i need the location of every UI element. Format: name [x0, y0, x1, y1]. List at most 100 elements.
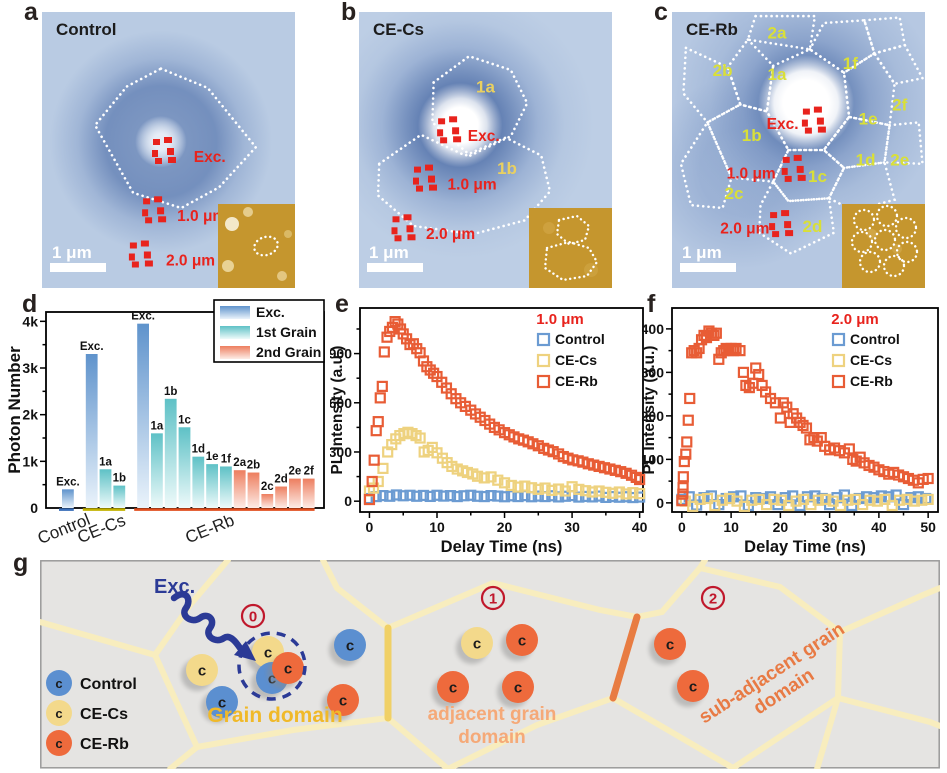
afm-grain-outline	[555, 214, 591, 246]
x-tick-label: 20	[773, 519, 789, 535]
grain-outline	[726, 37, 775, 114]
aperture-marker-label: Exc.	[194, 149, 226, 166]
y-tick-label: 600	[330, 395, 352, 411]
legend-swatch	[536, 332, 551, 347]
bar-value-label: 1c	[178, 414, 191, 426]
legend-label: CE-Rb	[555, 373, 598, 389]
grain-label: 1b	[742, 126, 762, 145]
region-number: 2	[709, 591, 717, 608]
panel-letter-a: a	[24, 0, 38, 26]
grain-label: 2c	[725, 184, 744, 203]
grain-boundary-highlight-orange	[609, 613, 641, 702]
grain-outline	[679, 119, 733, 210]
bar-Exc.	[137, 323, 149, 508]
region-number: 1	[489, 591, 497, 608]
carrier-circle-orange	[502, 671, 534, 703]
legend-label: CE-Cs	[555, 352, 597, 368]
bar-value-label: 2e	[289, 466, 302, 478]
x-group-label: CE-Rb	[183, 511, 237, 548]
y-tick-label: 100	[642, 451, 664, 467]
region-number: 0	[249, 609, 257, 626]
bar-value-label: 1d	[192, 444, 205, 456]
grain-boundary	[320, 560, 391, 631]
micrograph-title: Control	[56, 20, 117, 39]
x-tick-label: 50	[920, 519, 936, 535]
grain-label: 2e	[890, 151, 909, 170]
bar-2f	[302, 478, 315, 508]
bar-value-label: Exc.	[80, 341, 104, 353]
grain-label: 2f	[892, 95, 907, 114]
afm-blob	[243, 207, 253, 217]
grain-label: 2b	[713, 61, 733, 80]
aperture-marker-label: Exc.	[468, 128, 500, 145]
x-tick-label: 40	[632, 519, 648, 535]
series-CE-Rb	[363, 316, 646, 506]
micrograph-ce-rb: CE-Rb 2a 2b 1a 1f 1b 1e 2f 1c 1d 2e 2c 2d Exc. 1.0 μm…	[672, 12, 925, 288]
grain-outline	[883, 120, 924, 166]
aperture-marker-cluster	[437, 116, 462, 144]
grain-label: 1a	[768, 65, 787, 84]
y-tick-label: 900	[330, 346, 352, 362]
grain-label: 1d	[856, 151, 876, 170]
grain-boundary	[385, 715, 451, 769]
bar-1d	[192, 456, 205, 508]
caption-adjacent: domain	[458, 727, 526, 748]
pl-decay-2um-chart: 0 10 20 30 40 50 0 100 200 300 400 Delay Time (ns) P…	[642, 307, 939, 556]
afm-blob	[543, 222, 555, 234]
scale-bar	[50, 263, 106, 272]
grain-boundary	[835, 629, 843, 701]
bar-2d	[275, 486, 287, 508]
legend-label: CE-Cs	[80, 706, 128, 723]
afm-grain-outline	[873, 228, 897, 252]
grain-label: 1e	[859, 109, 878, 128]
grain-boundary	[610, 695, 736, 769]
bar-value-label: Exc.	[131, 311, 155, 323]
carrier-circle-yellow	[186, 654, 218, 686]
legend-circle-letter: c	[55, 736, 62, 751]
grain-outline	[862, 16, 907, 55]
panel-letter-b: b	[341, 0, 357, 26]
scale-bar-label: 1 μm	[52, 243, 92, 262]
carrier-letter: c	[339, 693, 347, 710]
pl-decay-1um-chart: 0 10 20 30 40 0 300 600 900 Delay Time (ns) PL Int…	[330, 307, 648, 556]
aperture-marker-cluster	[769, 210, 794, 238]
y-tick-label: 0	[656, 495, 664, 511]
x-axis-title: Delay Time (ns)	[744, 538, 866, 556]
afm-grain-outline	[858, 250, 882, 274]
grain-outline	[822, 115, 892, 170]
legend-title: 1.0 μm	[536, 311, 584, 328]
grain-outline	[431, 54, 529, 158]
carrier-circle-blue	[206, 686, 238, 718]
legend-label: CE-Rb	[80, 736, 129, 753]
bar-value-label: 2c	[261, 481, 274, 493]
carrier-circle-orange	[654, 628, 686, 660]
grain-boundary	[167, 744, 200, 769]
grain-boundary	[730, 695, 841, 769]
afm-grain-outline	[850, 230, 874, 254]
grain-outline	[757, 179, 836, 255]
grain-boundary	[814, 695, 841, 769]
x-tick-label: 20	[497, 519, 513, 535]
afm-blob	[222, 260, 234, 272]
scale-bar-label: 1 μm	[369, 243, 409, 262]
aperture-marker-cluster	[128, 240, 153, 268]
y-tick-label: 2k	[22, 407, 38, 423]
micrograph-overlay: 1a 1b Exc. 1.0 μm 2.0 μm 1 μm	[367, 54, 612, 288]
grain-boundary	[385, 579, 640, 631]
bar-2b	[247, 472, 260, 508]
carrier-letter: c	[514, 680, 522, 697]
afm-blob	[284, 230, 292, 238]
aperture-marker-label: 2.0 μm	[720, 221, 769, 238]
grain-outline	[93, 67, 258, 210]
series-CE-Cs	[363, 426, 646, 500]
aperture-marker-cluster	[391, 214, 416, 242]
aperture-marker-label: 2.0 μm	[426, 226, 475, 243]
bar-1b	[113, 485, 126, 508]
micrograph-ce-cs: CE-Cs 1a 1b Exc. 1.0 μm 2.0 μm 1 μm	[359, 12, 612, 288]
legend-circle	[46, 700, 72, 726]
x-tick-label: 30	[822, 519, 838, 535]
carrier-letter: c	[518, 633, 526, 650]
carrier-letter: c	[689, 679, 697, 696]
legend-swatch	[220, 306, 250, 319]
bar-value-label: 1f	[221, 453, 231, 465]
